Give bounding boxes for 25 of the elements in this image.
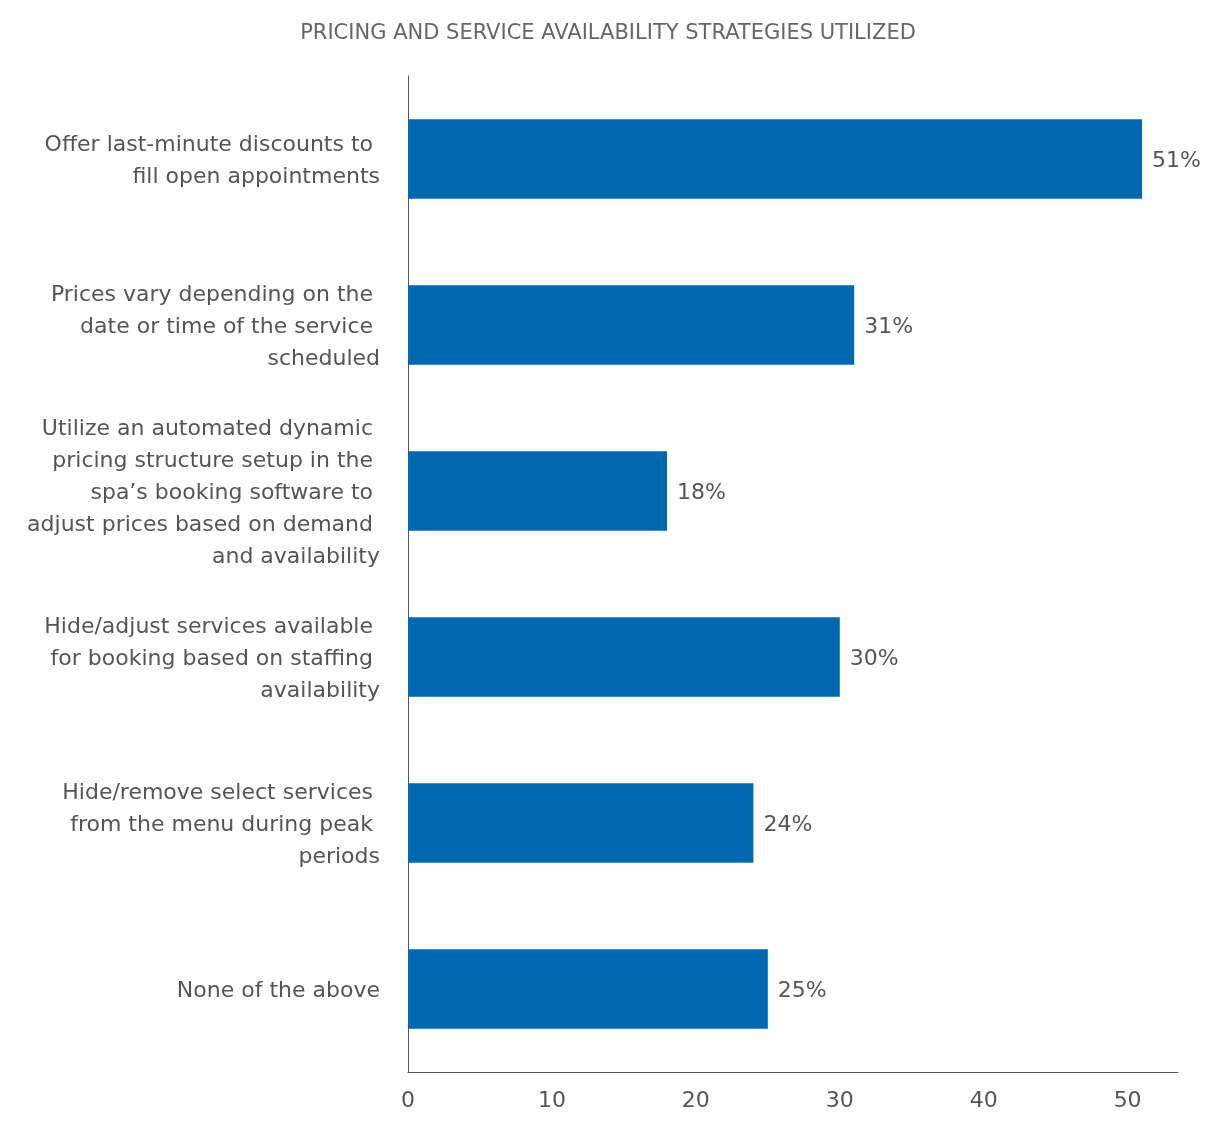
y-tick-label: Offer last-minute discounts to fill open appointments <box>44 130 380 188</box>
y-tick-label: Hide/remove select services from the menu during peak periods <box>62 778 380 868</box>
y-tick-label: None of the above <box>176 976 380 1002</box>
bar <box>408 285 855 365</box>
x-tick-label: 50 <box>1113 1086 1142 1112</box>
y-tick-label: Hide/adjust services available for booking based on staffing availability <box>44 612 380 702</box>
x-tick-label: 40 <box>969 1086 998 1112</box>
y-tick-label: Prices vary depending on the date or time of the service scheduled <box>50 280 380 370</box>
data-label: 18% <box>677 478 726 504</box>
data-label: 51% <box>1152 146 1201 172</box>
data-label: 30% <box>849 644 899 670</box>
x-tick-label: 0 <box>401 1086 415 1112</box>
x-tick-label: 30 <box>825 1086 854 1112</box>
chart-title: PRICING AND SERVICE AVAILABILITY STRATEGIES UTILIZED <box>300 19 916 44</box>
y-tick-label: Utilize an automated dynamic pricing structure setup in the spa’s booking software to adjust prices based on demand and availability <box>27 414 380 568</box>
bar <box>408 783 754 863</box>
data-label: 24% <box>763 810 813 836</box>
data-label: 25% <box>777 976 827 1002</box>
x-tick-label: 20 <box>681 1086 710 1112</box>
bar <box>408 451 668 531</box>
x-tick-label: 10 <box>537 1086 566 1112</box>
bar <box>408 119 1143 199</box>
data-label: 31% <box>864 312 914 338</box>
bar <box>408 617 840 697</box>
bar <box>408 949 768 1029</box>
